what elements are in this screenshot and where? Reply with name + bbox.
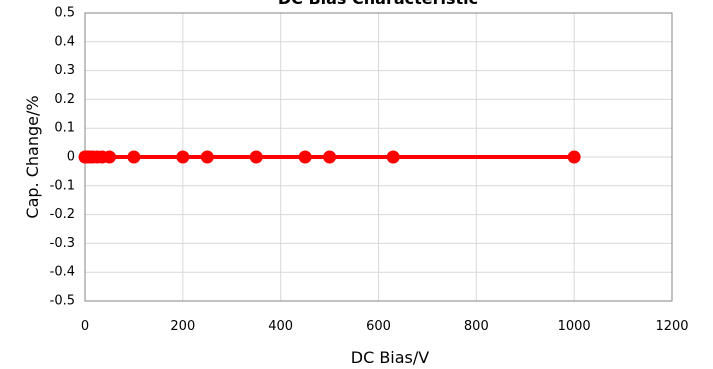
y-tick-label: 0.4 <box>54 34 75 49</box>
chart-title: DC Bias Characteristic <box>278 0 478 8</box>
y-tick-label: -0.5 <box>50 294 75 309</box>
y-tick-label: -0.4 <box>50 265 75 280</box>
data-point <box>298 150 312 164</box>
x-tick-label: 800 <box>464 319 489 334</box>
series-layer <box>78 150 581 164</box>
y-axis-tick-labels: 0.5 0.4 0.3 0.2 0.1 0 -0.1 -0.2 -0.3 -0.4 -0.5 <box>50 6 75 309</box>
data-point <box>102 150 116 164</box>
x-tick-label: 0 <box>81 319 89 334</box>
y-tick-label: 0.5 <box>54 6 75 21</box>
y-tick-label: -0.1 <box>50 178 75 193</box>
x-tick-label: 400 <box>268 319 293 334</box>
data-point <box>127 150 141 164</box>
data-point <box>176 150 190 164</box>
data-point <box>200 150 214 164</box>
x-tick-label: 1200 <box>655 319 688 334</box>
y-tick-label: 0.2 <box>54 92 75 107</box>
y-axis-title: Cap. Change/% <box>23 95 42 218</box>
y-tick-label: 0 <box>67 150 75 165</box>
data-point <box>323 150 337 164</box>
x-tick-label: 600 <box>366 319 391 334</box>
x-axis-title: DC Bias/V <box>351 348 430 367</box>
data-point <box>249 150 263 164</box>
y-tick-label: 0.1 <box>54 121 75 136</box>
x-tick-label: 1000 <box>558 319 591 334</box>
y-tick-label: -0.2 <box>50 207 75 222</box>
y-tick-label: -0.3 <box>50 236 75 251</box>
x-axis-tick-labels: 0 200 400 600 800 1000 1200 <box>81 319 689 334</box>
x-tick-label: 200 <box>170 319 195 334</box>
data-point <box>567 150 581 164</box>
data-point <box>386 150 400 164</box>
y-tick-label: 0.3 <box>54 63 75 78</box>
